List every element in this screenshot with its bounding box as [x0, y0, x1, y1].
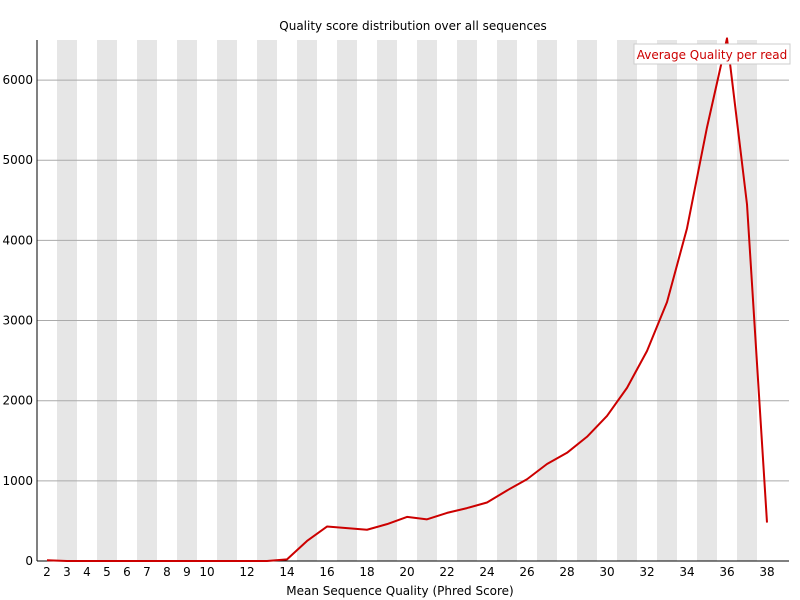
x-tick-label-30: 30	[599, 565, 614, 579]
x-tick-label-22: 22	[439, 565, 454, 579]
x-tick-label-10: 10	[199, 565, 214, 579]
x-tick-label-12: 12	[239, 565, 254, 579]
band-15	[297, 40, 317, 561]
x-tick-label-14: 14	[279, 565, 294, 579]
x-tick-label-28: 28	[559, 565, 574, 579]
band-29	[577, 40, 597, 561]
band-13	[257, 40, 277, 561]
x-tick-label-18: 18	[359, 565, 374, 579]
x-tick-label-6: 6	[123, 565, 131, 579]
x-tick-label-2: 2	[43, 565, 51, 579]
x-tick-label-20: 20	[399, 565, 414, 579]
y-tick-label-3000: 3000	[2, 314, 33, 328]
band-31	[617, 40, 637, 561]
x-tick-label-34: 34	[679, 565, 694, 579]
x-tick-label-36: 36	[719, 565, 734, 579]
x-tick-label-26: 26	[519, 565, 534, 579]
x-tick-label-7: 7	[143, 565, 151, 579]
series-line-0	[46, 37, 768, 562]
band-5	[97, 40, 117, 561]
y-tick-labels: 0 1000 2000 3000 4000 5000 6000	[2, 73, 33, 568]
series-lines	[46, 37, 768, 562]
band-19	[377, 40, 397, 561]
legend: Average Quality per read	[633, 43, 791, 65]
y-tick-label-0: 0	[25, 554, 33, 568]
chart-title: Quality score distribution over all sequ…	[279, 19, 546, 33]
y-tick-label-5000: 5000	[2, 153, 33, 167]
y-tick-label-6000: 6000	[2, 73, 33, 87]
band-11	[217, 40, 237, 561]
band-35	[697, 40, 717, 561]
x-tick-label-32: 32	[639, 565, 654, 579]
band-21	[417, 40, 437, 561]
x-tick-label-9: 9	[183, 565, 191, 579]
x-tick-label-4: 4	[83, 565, 91, 579]
y-tick-label-2000: 2000	[2, 394, 33, 408]
x-tick-label-16: 16	[319, 565, 334, 579]
band-3	[57, 40, 77, 561]
band-27	[537, 40, 557, 561]
band-23	[457, 40, 477, 561]
x-axis-label: Mean Sequence Quality (Phred Score)	[286, 584, 514, 598]
x-tick-labels: 2 3 4 5 6 7 8 9 10 12 14 16 18 20 22 24 26 28 30 32 34 36 38	[43, 565, 774, 579]
band-17	[337, 40, 357, 561]
y-tick-label-4000: 4000	[2, 233, 33, 247]
x-tick-label-24: 24	[479, 565, 494, 579]
x-tick-label-38: 38	[759, 565, 774, 579]
x-tick-label-3: 3	[63, 565, 71, 579]
alternating-bands	[57, 40, 757, 561]
legend-box	[633, 43, 791, 65]
band-25	[497, 40, 517, 561]
band-7	[137, 40, 157, 561]
y-tick-label-1000: 1000	[2, 474, 33, 488]
band-9	[177, 40, 197, 561]
x-tick-label-5: 5	[103, 565, 111, 579]
gridlines	[37, 79, 789, 482]
x-tick-label-8: 8	[163, 565, 171, 579]
legend-entry-average-quality: Average Quality per read	[637, 48, 788, 62]
